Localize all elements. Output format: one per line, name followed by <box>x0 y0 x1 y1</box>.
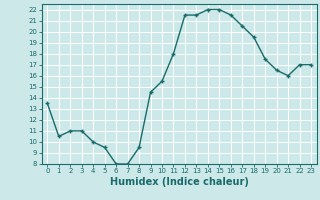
X-axis label: Humidex (Indice chaleur): Humidex (Indice chaleur) <box>110 177 249 187</box>
